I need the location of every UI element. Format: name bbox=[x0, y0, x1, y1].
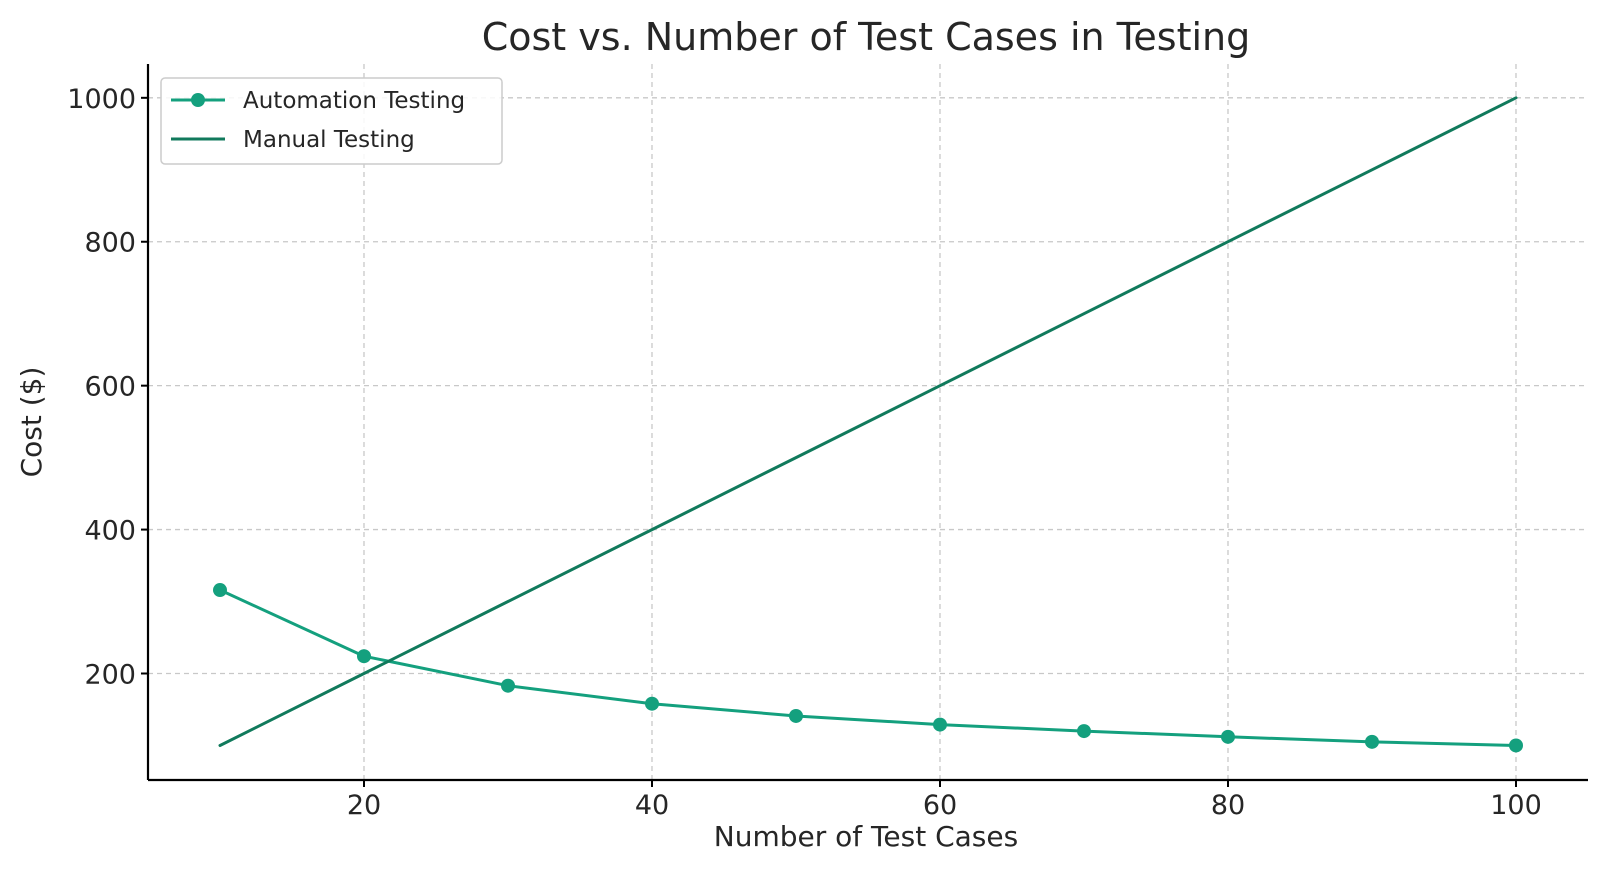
data-point-automation-testing bbox=[1221, 729, 1235, 744]
y-tick-label-400: 400 bbox=[84, 516, 136, 547]
grid bbox=[148, 64, 1588, 780]
ticks: 20 40 60 80 100 200 400 600 800 1000 bbox=[67, 84, 1541, 821]
data-point-automation-testing bbox=[357, 649, 371, 664]
data-point-automation-testing bbox=[1365, 734, 1379, 749]
x-tick-label-20: 20 bbox=[347, 790, 381, 821]
y-tick-label-1000: 1000 bbox=[67, 84, 136, 115]
y-tick-label-600: 600 bbox=[84, 372, 136, 403]
x-tick-label-100: 100 bbox=[1490, 790, 1542, 821]
data-point-automation-testing bbox=[213, 583, 227, 598]
series bbox=[213, 96, 1523, 753]
data-point-automation-testing bbox=[789, 708, 803, 723]
chart-title: Cost vs. Number of Test Cases in Testing bbox=[482, 15, 1251, 59]
legend: Automation Testing Manual Testing bbox=[160, 77, 503, 165]
x-axis-label: Number of Test Cases bbox=[714, 820, 1018, 853]
data-point-automation-testing bbox=[933, 717, 947, 732]
legend-label-automation-testing: Automation Testing bbox=[243, 88, 465, 114]
data-point-automation-testing bbox=[645, 696, 659, 711]
axes bbox=[146, 64, 1588, 782]
series-line-manual-testing bbox=[218, 96, 1518, 747]
x-tick-label-40: 40 bbox=[635, 790, 669, 821]
data-point-automation-testing bbox=[1077, 724, 1091, 739]
data-point-automation-testing bbox=[501, 678, 515, 693]
y-tick-label-800: 800 bbox=[84, 228, 136, 259]
legend-box bbox=[160, 77, 503, 165]
y-axis-label: Cost ($) bbox=[15, 367, 48, 478]
y-tick-label-200: 200 bbox=[84, 659, 136, 690]
x-tick-label-60: 60 bbox=[923, 790, 957, 821]
series-line-automation-testing bbox=[218, 588, 1518, 747]
data-point-automation-testing bbox=[1509, 738, 1523, 753]
x-tick-label-80: 80 bbox=[1211, 790, 1245, 821]
legend-marker-automation-testing bbox=[191, 93, 205, 107]
legend-label-manual-testing: Manual Testing bbox=[243, 127, 415, 153]
